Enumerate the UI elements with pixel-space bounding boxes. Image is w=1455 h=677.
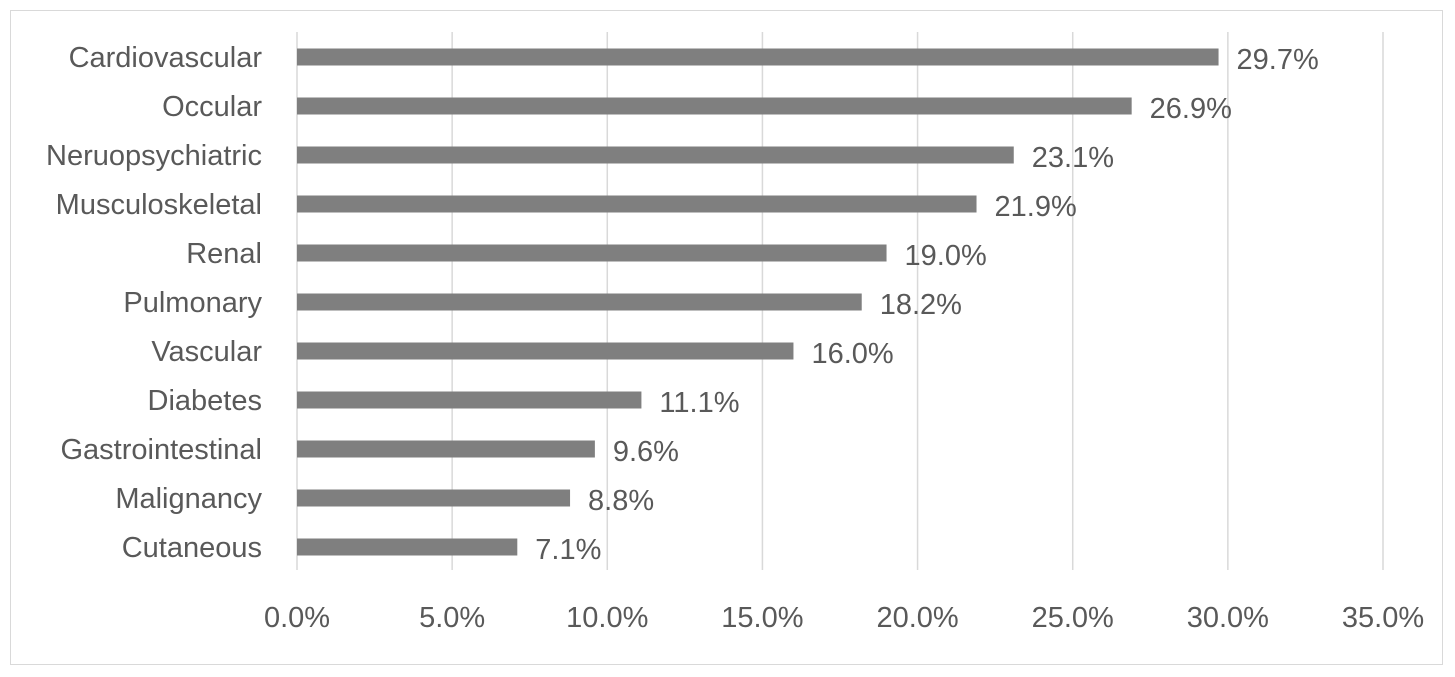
category-label: Pulmonary: [123, 287, 262, 319]
value-label: 11.1%: [659, 387, 739, 419]
chart-frame: [10, 10, 1443, 665]
bar: [297, 440, 595, 458]
value-labels: 29.7%26.9% 23.1% 21.9%19.0% 18.2% 16.0% 11.1%…: [535, 44, 1318, 566]
category-label: Diabetes: [148, 385, 262, 417]
category-label: Gastrointestinal: [61, 434, 263, 466]
x-tick-label: 35.0%: [1342, 602, 1424, 634]
category-label: Occular: [162, 91, 262, 123]
category-label: Vascular: [151, 336, 262, 368]
category-label: Neruopsychiatric: [46, 140, 262, 172]
gridlines: [296, 32, 1384, 570]
category-label: Malignancy: [115, 483, 262, 515]
bars: [297, 48, 1219, 556]
bar: [297, 489, 571, 507]
bar: [297, 97, 1132, 115]
value-label: 16.0%: [811, 338, 893, 370]
x-tick-label: 5.0%: [419, 602, 485, 634]
x-tick-label: 0.0%: [264, 602, 330, 634]
x-tick-label: 10.0%: [566, 602, 648, 634]
bar: [297, 391, 642, 409]
category-labels: Cardiovascular Occular Neruopsychiatric Mus…: [46, 42, 262, 564]
value-label: 26.9%: [1150, 93, 1232, 125]
bar: [297, 244, 887, 262]
value-label: 21.9%: [995, 191, 1077, 223]
bar: [297, 195, 977, 213]
value-label: 19.0%: [905, 240, 987, 272]
x-tick-label: 25.0%: [1032, 602, 1114, 634]
value-label: 7.1%: [535, 534, 601, 566]
value-label: 8.8%: [588, 485, 654, 517]
bar: [297, 146, 1014, 164]
x-tick-label: 15.0%: [721, 602, 803, 634]
bar: [297, 48, 1219, 66]
category-label: Musculoskeletal: [56, 189, 262, 221]
x-tick-label: 30.0%: [1187, 602, 1269, 634]
value-label: 29.7%: [1237, 44, 1319, 76]
x-tick-label: 20.0%: [876, 602, 958, 634]
x-tick-labels: 0.0% 5.0% 10.0% 15.0% 20.0% 25.0% 30.0% 35.0%: [264, 602, 1424, 634]
bar: [297, 293, 862, 311]
category-label: Cutaneous: [122, 532, 262, 564]
category-label: Cardiovascular: [69, 42, 263, 74]
value-label: 9.6%: [613, 436, 679, 468]
value-label: 18.2%: [880, 289, 962, 321]
value-label: 23.1%: [1032, 142, 1114, 174]
bar: [297, 538, 518, 556]
bar: [297, 342, 794, 360]
category-label: Renal: [186, 238, 262, 270]
